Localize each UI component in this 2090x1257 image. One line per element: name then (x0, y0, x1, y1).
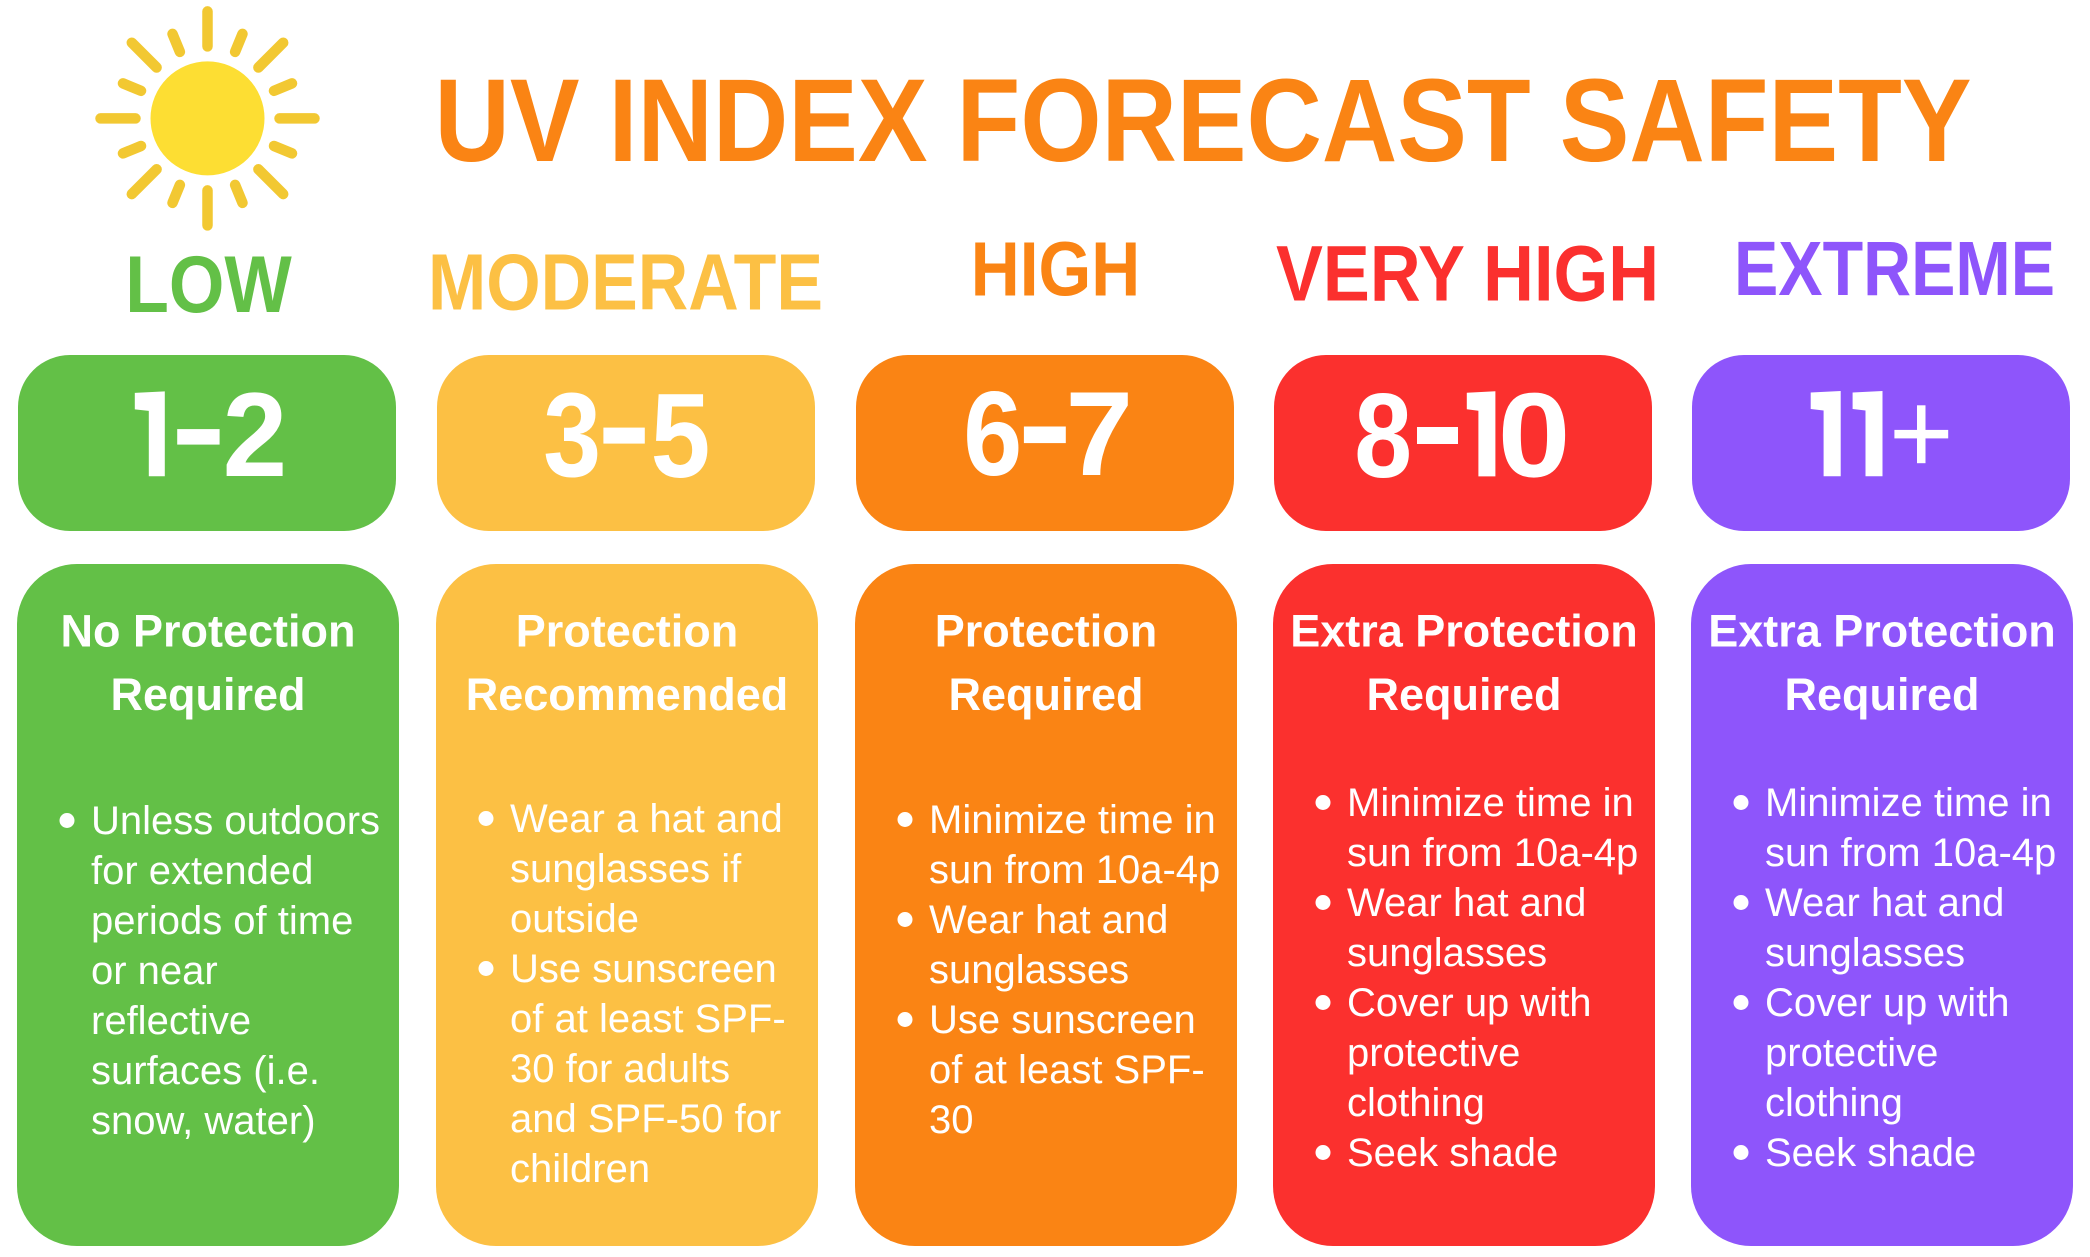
svg-text:and SPF-50 for: and SPF-50 for (510, 1097, 781, 1141)
svg-text:Cover up with: Cover up with (1347, 981, 1592, 1025)
svg-text:of at least SPF-: of at least SPF- (929, 1048, 1205, 1092)
svg-text:snow, water): snow, water) (91, 1099, 316, 1143)
svg-text:Use sunscreen: Use sunscreen (510, 947, 777, 991)
svg-text:Use sunscreen: Use sunscreen (929, 998, 1196, 1042)
svg-text:5: 5 (651, 369, 711, 503)
svg-text:clothing: clothing (1765, 1081, 1903, 1125)
svg-text:Seek shade: Seek shade (1765, 1131, 1976, 1175)
svg-text:Recommended: Recommended (466, 669, 789, 720)
svg-text:Required: Required (110, 669, 305, 720)
svg-text:No Protection: No Protection (60, 606, 355, 657)
svg-text:sun from 10a-4p: sun from 10a-4p (929, 848, 1220, 892)
svg-text:Minimize time in: Minimize time in (1347, 781, 1634, 825)
svg-text:Wear hat and: Wear hat and (1765, 881, 2004, 925)
svg-text:Unless outdoors: Unless outdoors (91, 799, 380, 843)
svg-text:Seek shade: Seek shade (1347, 1131, 1558, 1175)
svg-text:2: 2 (223, 368, 288, 502)
svg-text:sunglasses: sunglasses (1347, 931, 1547, 975)
svg-text:UV INDEX FORECAST SAFETY: UV INDEX FORECAST SAFETY (435, 55, 1972, 187)
svg-text:Wear a hat and: Wear a hat and (510, 797, 783, 841)
svg-text:Minimize time in: Minimize time in (929, 798, 1216, 842)
svg-text:Wear hat and: Wear hat and (929, 898, 1168, 942)
svg-text:for extended: for extended (91, 849, 313, 893)
svg-text:Protection: Protection (935, 606, 1158, 657)
svg-text:or near: or near (91, 949, 218, 993)
svg-text:children: children (510, 1147, 650, 1191)
svg-text:0: 0 (1498, 368, 1571, 502)
svg-text:VERY HIGH: VERY HIGH (1276, 229, 1659, 318)
svg-text:30: 30 (929, 1098, 974, 1142)
svg-text:protective: protective (1765, 1031, 1938, 1075)
svg-text:Required: Required (948, 669, 1143, 720)
svg-text:7: 7 (1066, 367, 1134, 501)
svg-text:sunglasses if: sunglasses if (510, 847, 742, 891)
svg-text:Minimize time in: Minimize time in (1765, 781, 2052, 825)
svg-text:sun from 10a-4p: sun from 10a-4p (1347, 831, 1638, 875)
svg-text:EXTREME: EXTREME (1734, 226, 2055, 312)
svg-text:Protection: Protection (516, 606, 739, 657)
svg-text:periods of time: periods of time (91, 899, 353, 943)
svg-text:Cover up with: Cover up with (1765, 981, 2010, 1025)
svg-text:Wear hat and: Wear hat and (1347, 881, 1586, 925)
svg-text:protective: protective (1347, 1031, 1520, 1075)
svg-text:MODERATE: MODERATE (428, 237, 823, 326)
svg-text:Extra Protection: Extra Protection (1290, 606, 1638, 657)
svg-text:clothing: clothing (1347, 1081, 1485, 1125)
svg-text:6: 6 (963, 367, 1022, 501)
svg-text:outside: outside (510, 897, 639, 941)
svg-text:Extra Protection: Extra Protection (1708, 606, 2056, 657)
svg-text:sun from 10a-4p: sun from 10a-4p (1765, 831, 2056, 875)
svg-text:HIGH: HIGH (971, 226, 1141, 312)
svg-text:30 for adults: 30 for adults (510, 1047, 730, 1091)
svg-text:surfaces (i.e.: surfaces (i.e. (91, 1049, 320, 1093)
svg-text:Required: Required (1784, 669, 1979, 720)
svg-text:Required: Required (1366, 669, 1561, 720)
svg-text:sunglasses: sunglasses (1765, 931, 1965, 975)
svg-text:3: 3 (543, 368, 601, 502)
svg-text:reflective: reflective (91, 999, 251, 1043)
svg-text:of at least SPF-: of at least SPF- (510, 997, 786, 1041)
svg-text:LOW: LOW (125, 240, 292, 330)
svg-text:8: 8 (1354, 369, 1412, 503)
svg-text:sunglasses: sunglasses (929, 948, 1129, 992)
